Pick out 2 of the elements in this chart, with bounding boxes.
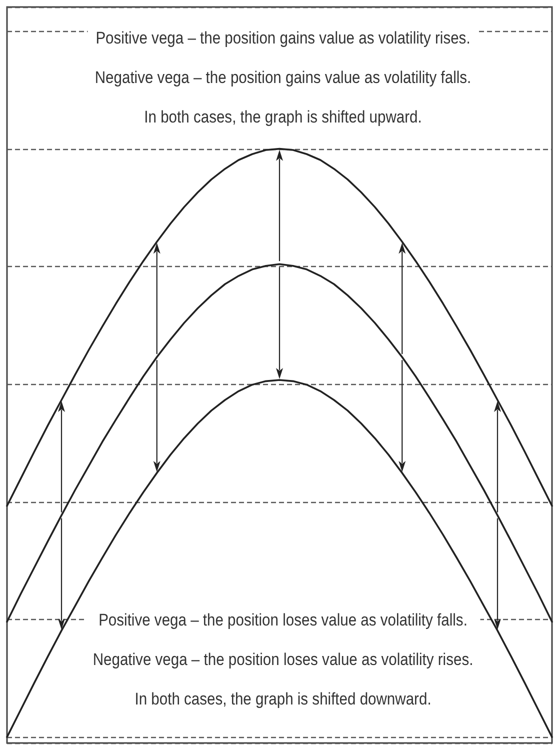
text: Positive vega – the position loses value as volatility falls. Negative vega – the position loses value as volatility rises. In both cases, the graph is shifted downward. (92, 612, 474, 709)
text: Positive vega – the position gains value as volatility rises. Negative vega – the position gains value as volatility falls. In both cases, the graph is shifted upward. (94, 30, 472, 127)
